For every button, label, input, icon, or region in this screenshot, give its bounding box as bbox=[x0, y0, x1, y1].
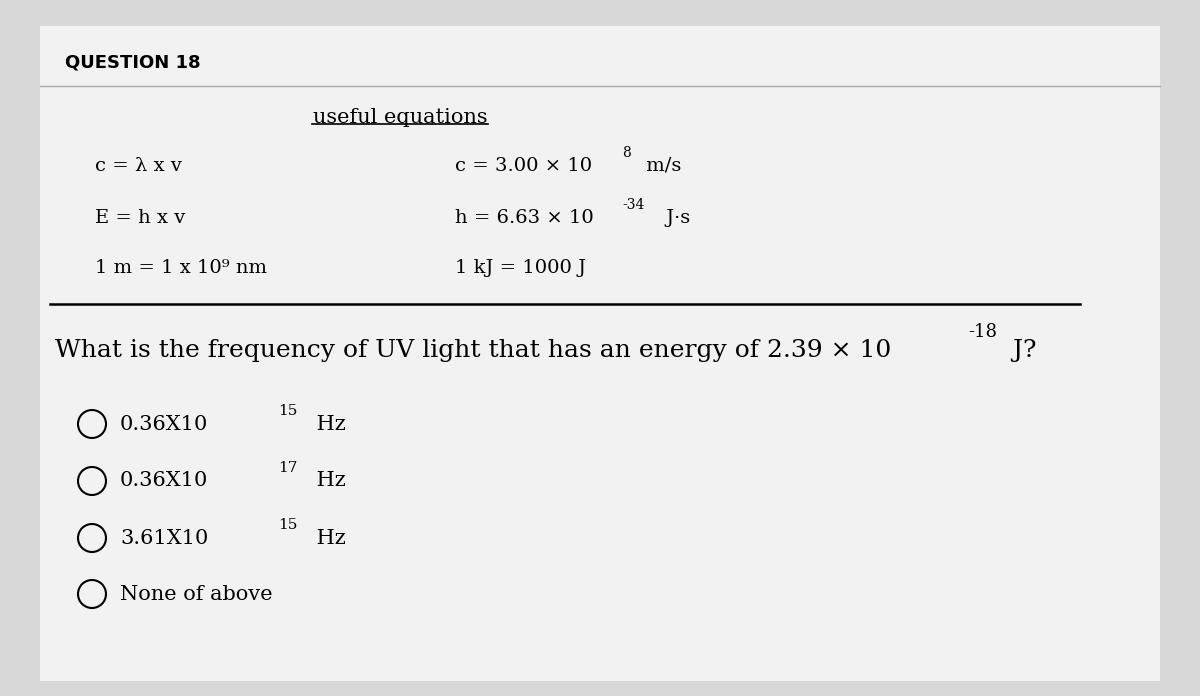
Text: 15: 15 bbox=[278, 404, 298, 418]
Text: h = 6.63 × 10: h = 6.63 × 10 bbox=[455, 209, 594, 227]
Text: c = λ x v: c = λ x v bbox=[95, 157, 182, 175]
Text: -18: -18 bbox=[968, 323, 997, 341]
Text: 3.61X10: 3.61X10 bbox=[120, 528, 209, 548]
Text: Hz: Hz bbox=[310, 415, 346, 434]
Text: None of above: None of above bbox=[120, 585, 272, 603]
Text: 0.36X10: 0.36X10 bbox=[120, 471, 209, 491]
Text: m/s: m/s bbox=[640, 157, 682, 175]
Text: c = 3.00 × 10: c = 3.00 × 10 bbox=[455, 157, 592, 175]
Text: 8: 8 bbox=[622, 146, 631, 160]
Text: 17: 17 bbox=[278, 461, 298, 475]
Text: J?: J? bbox=[1006, 340, 1037, 363]
Text: E = h x v: E = h x v bbox=[95, 209, 185, 227]
Text: 1 kJ = 1000 J: 1 kJ = 1000 J bbox=[455, 259, 586, 277]
Text: useful equations: useful equations bbox=[313, 108, 487, 127]
Text: J·s: J·s bbox=[660, 209, 690, 227]
Text: What is the frequency of UV light that has an energy of 2.39 × 10: What is the frequency of UV light that h… bbox=[55, 340, 892, 363]
Text: 1 m = 1 x 10⁹ nm: 1 m = 1 x 10⁹ nm bbox=[95, 259, 266, 277]
Text: -34: -34 bbox=[622, 198, 644, 212]
Text: 0.36X10: 0.36X10 bbox=[120, 415, 209, 434]
Text: Hz: Hz bbox=[310, 471, 346, 491]
Text: Hz: Hz bbox=[310, 528, 346, 548]
FancyBboxPatch shape bbox=[40, 26, 1160, 681]
Text: 15: 15 bbox=[278, 518, 298, 532]
Text: QUESTION 18: QUESTION 18 bbox=[65, 54, 200, 72]
